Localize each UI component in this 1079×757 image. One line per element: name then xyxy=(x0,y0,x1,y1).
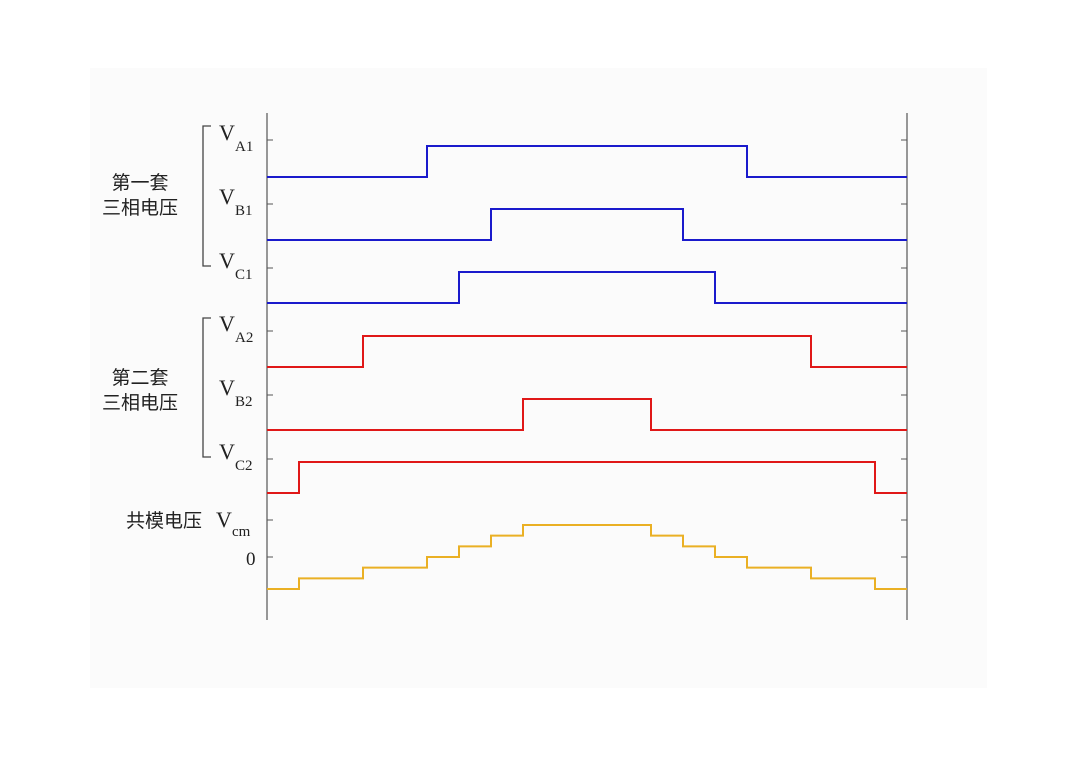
group2-label-line1: 第二套 xyxy=(111,367,168,389)
wave-b2 xyxy=(267,398,907,431)
label-b2-sub: B2 xyxy=(235,394,253,410)
wave-b1 xyxy=(267,208,907,241)
group1-label-line2: 三相电压 xyxy=(102,197,178,219)
zero-label: 0 xyxy=(246,549,256,570)
cm-label-prefix: 共模电压 xyxy=(126,510,202,532)
label-a1-symbol: V xyxy=(219,120,235,145)
group1-bracket xyxy=(202,125,211,267)
wave-c1 xyxy=(267,271,907,304)
label-b1-symbol: V xyxy=(219,184,235,209)
wave-vcm xyxy=(267,524,907,590)
waveforms xyxy=(267,145,907,590)
wave-a1 xyxy=(267,145,907,178)
label-c2-sub: C2 xyxy=(235,458,253,474)
cm-label-symbol: V xyxy=(216,507,232,532)
label-c1-sub: C1 xyxy=(235,267,253,283)
label-b1-sub: B1 xyxy=(235,203,253,219)
label-c1-symbol: V xyxy=(219,248,235,273)
label-a2-sub: A2 xyxy=(235,330,253,346)
figure-panel xyxy=(90,68,987,688)
label-a2-symbol: V xyxy=(219,311,235,336)
group2-bracket xyxy=(202,317,211,458)
label-b2-symbol: V xyxy=(219,375,235,400)
wave-a2 xyxy=(267,335,907,368)
wave-c2 xyxy=(267,461,907,494)
group2-label-line2: 三相电压 xyxy=(102,392,178,414)
cm-label-sub: cm xyxy=(232,524,251,540)
label-c2-symbol: V xyxy=(219,439,235,464)
label-a1-sub: A1 xyxy=(235,139,253,155)
group1-label-line1: 第一套 xyxy=(111,172,168,194)
